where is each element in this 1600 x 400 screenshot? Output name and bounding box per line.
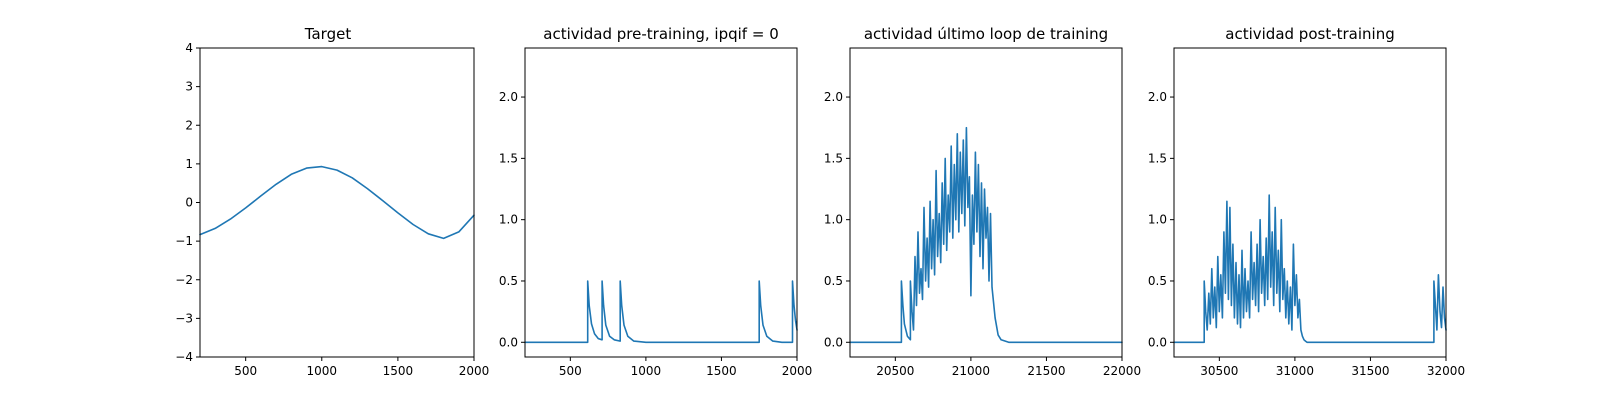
x-tick-label: 1500 (706, 364, 737, 378)
x-tick-label: 2000 (459, 364, 490, 378)
subplot-last-training-loop: actividad último loop de training 20500 2… (824, 25, 1141, 378)
y-tick-label: −4 (175, 350, 193, 364)
series-line-1 (199, 165, 475, 240)
subplot-title: actividad pre-training, ipqif = 0 (543, 25, 779, 43)
axes-frame (524, 47, 798, 358)
x-tick-label: 30500 (1200, 364, 1238, 378)
y-tick-label: 1.5 (1148, 151, 1167, 165)
y-tick-label: 1.0 (824, 213, 843, 227)
plot-marks: 500 1000 1500 2000 0.0 0.5 1.0 1.5 2.0 (499, 90, 812, 378)
x-tick-label: 500 (559, 364, 582, 378)
y-tick-label: 0.0 (824, 335, 843, 349)
plot-marks: 500 1000 1500 2000 −4 −3 −2 −1 0 1 2 3 4 (175, 41, 489, 378)
x-tick-label: 21500 (1027, 364, 1065, 378)
y-tick-label: 2 (185, 118, 193, 132)
y-tick-label: 1.0 (1148, 213, 1167, 227)
y-tick-label: −2 (175, 273, 193, 287)
axes-frame (849, 47, 1123, 358)
series-line-1 (849, 126, 1123, 344)
y-tick-label: 2.0 (499, 90, 518, 104)
axes-frame (199, 47, 475, 358)
subplot-pre-training: actividad pre-training, ipqif = 0 500 100… (499, 25, 812, 378)
subplot-title: Target (304, 25, 352, 43)
y-tick-label: 0.0 (499, 335, 518, 349)
y-tick-label: 0.5 (499, 274, 518, 288)
x-tick-label: 1000 (631, 364, 662, 378)
x-tick-label: 1500 (383, 364, 414, 378)
y-tick-label: 0.5 (1148, 274, 1167, 288)
x-tick-label: 500 (234, 364, 257, 378)
x-tick-label: 2000 (782, 364, 813, 378)
y-tick-label: 0 (185, 196, 193, 210)
subplot-title: actividad último loop de training (864, 25, 1108, 43)
y-tick-label: 1.5 (499, 151, 518, 165)
y-tick-label: 1.0 (499, 213, 518, 227)
y-tick-label: 2.0 (1148, 90, 1167, 104)
x-tick-label: 20500 (876, 364, 914, 378)
subplot-post-training: actividad post-training 30500 31000 31500 3… (1148, 25, 1465, 378)
y-tick-label: 3 (185, 80, 193, 94)
y-tick-label: 2.0 (824, 90, 843, 104)
axes-frame (1173, 47, 1447, 358)
series-line-1 (1173, 194, 1447, 344)
y-tick-label: 4 (185, 41, 193, 55)
y-tick-label: 0.0 (1148, 335, 1167, 349)
x-tick-label: 21000 (952, 364, 990, 378)
plot-marks: 20500 21000 21500 22000 0.0 0.5 1.0 1.5 2.0 (824, 90, 1141, 378)
y-tick-label: 1.5 (824, 151, 843, 165)
y-tick-label: −1 (175, 234, 193, 248)
x-tick-label: 22000 (1103, 364, 1141, 378)
plot-marks: 30500 31000 31500 32000 0.0 0.5 1.0 1.5 2.0 (1148, 90, 1465, 378)
y-tick-label: 0.5 (824, 274, 843, 288)
x-tick-label: 1000 (307, 364, 338, 378)
y-tick-label: 1 (185, 157, 193, 171)
subplot-target: Target 500 1000 1500 2000 −4 −3 −2 −1 0 1 2 3 4 (175, 25, 489, 378)
subplot-title: actividad post-training (1225, 25, 1394, 43)
x-tick-label: 32000 (1427, 364, 1465, 378)
series-line-1 (524, 280, 798, 344)
x-tick-label: 31000 (1276, 364, 1314, 378)
x-tick-label: 31500 (1351, 364, 1389, 378)
y-tick-label: −3 (175, 311, 193, 325)
